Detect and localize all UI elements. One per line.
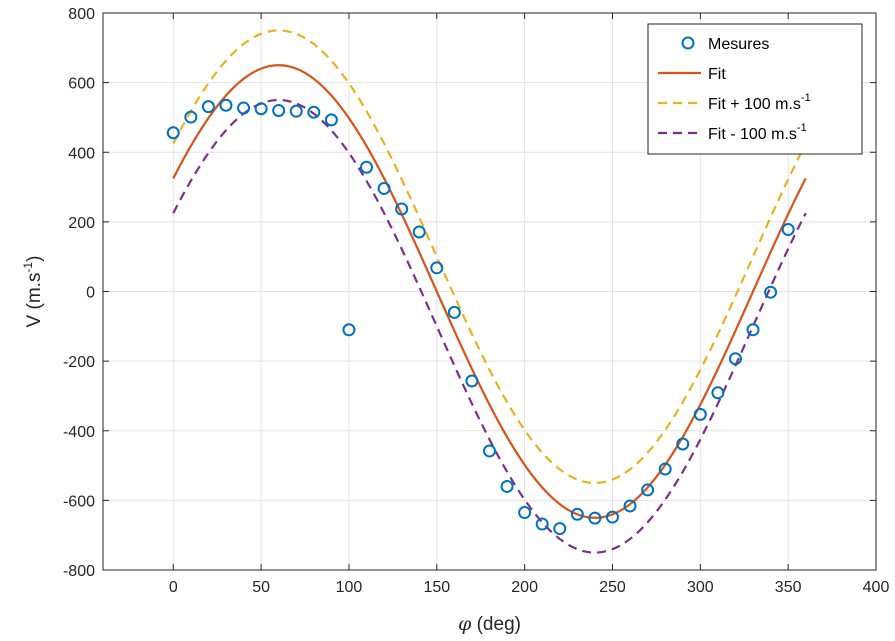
legend-label-mesures: Mesures: [708, 36, 769, 53]
data-point-mesures: [395, 202, 409, 216]
data-point-mesures: [184, 110, 198, 124]
data-point-mesures: [219, 98, 233, 112]
data-point-mesures: [237, 101, 251, 115]
legend-label-fit-minus-sup: -1: [797, 122, 807, 134]
data-point-mesures: [570, 507, 584, 521]
legend-label-fit-plus: Fit + 100 m.s-1: [708, 92, 811, 113]
y-tick-label: 0: [86, 285, 95, 302]
series-line-fit: [172, 64, 807, 519]
y-tick-label: -800: [63, 563, 95, 580]
legend: Mesures Fit Fit + 100 m.s-1 Fit - 100 m.…: [647, 23, 863, 155]
data-point-mesures: [553, 522, 567, 536]
data-point-mesures: [272, 103, 286, 117]
data-point-mesures: [412, 225, 426, 239]
data-point-mesures: [254, 102, 268, 116]
data-point-mesures: [711, 386, 725, 400]
y-tick-label: -400: [63, 424, 95, 441]
data-point-mesures: [500, 479, 514, 493]
legend-label-fit-plus-text: Fit + 100 m.s: [708, 96, 801, 113]
y-axis-label: V (m.s-1): [21, 256, 45, 328]
data-point-mesures: [465, 374, 479, 388]
data-point-mesures: [447, 305, 461, 319]
x-tick-label: 100: [336, 579, 363, 596]
data-point-mesures: [430, 261, 444, 275]
data-point-mesures: [781, 223, 795, 237]
data-point-mesures: [377, 181, 391, 195]
x-tick-label: 150: [423, 579, 450, 596]
y-tick-label: 600: [68, 76, 95, 93]
data-point-mesures: [201, 100, 215, 114]
y-tick-label: -200: [63, 354, 95, 371]
data-point-mesures: [166, 126, 180, 140]
data-point-mesures: [728, 352, 742, 366]
data-point-mesures: [289, 104, 303, 118]
x-tick-label: 0: [169, 579, 178, 596]
data-point-mesures: [693, 407, 707, 421]
data-point-mesures: [360, 160, 374, 174]
data-point-mesures: [588, 511, 602, 525]
data-point-mesures: [746, 323, 760, 337]
legend-label-fit: Fit: [708, 66, 726, 83]
y-tick-label: 200: [68, 215, 95, 232]
series-line-fit-plus-100: [172, 29, 807, 485]
x-axis-ticks: 0 50 100 150 200 250 300 350 400: [169, 13, 890, 596]
data-point-mesures: [658, 462, 672, 476]
x-tick-label: 200: [511, 579, 538, 596]
data-point-mesures: [764, 285, 778, 299]
series-layer: [166, 29, 807, 554]
series-line-fit-minus-100: [172, 98, 807, 554]
data-point-mesures: [676, 437, 690, 451]
data-point-mesures: [605, 510, 619, 524]
x-axis-label: φ (deg): [458, 613, 521, 635]
data-point-mesures: [307, 105, 321, 119]
data-point-mesures: [535, 517, 549, 531]
y-tick-label: 800: [68, 6, 95, 23]
legend-label-fit-minus: Fit - 100 m.s-1: [708, 122, 807, 143]
data-point-mesures: [342, 323, 356, 337]
x-tick-label: 250: [599, 579, 626, 596]
legend-label-fit-minus-text: Fit - 100 m.s: [708, 126, 797, 143]
x-tick-label: 350: [775, 579, 802, 596]
data-point-mesures: [483, 444, 496, 458]
y-axis-label-main: V (m.s: [24, 273, 45, 328]
x-tick-label: 400: [863, 579, 890, 596]
y-axis-label-close: ): [24, 256, 45, 262]
x-axis-label-symbol: φ: [458, 613, 472, 635]
legend-marker-mesures: [681, 36, 695, 50]
x-tick-label: 300: [687, 579, 714, 596]
data-point-mesures: [641, 483, 655, 497]
data-point-mesures: [623, 499, 637, 513]
y-axis-ticks: -800 -600 -400 -200 0 200 400 600 800: [63, 6, 876, 580]
x-tick-label: 50: [252, 579, 270, 596]
data-point-mesures: [324, 113, 338, 127]
x-axis-label-text: (deg): [471, 614, 521, 635]
legend-label-fit-plus-sup: -1: [801, 92, 811, 104]
y-tick-label: 400: [68, 145, 95, 162]
y-axis-label-sup: -1: [21, 262, 35, 273]
y-tick-label: -600: [63, 493, 95, 510]
data-point-mesures: [518, 506, 532, 520]
